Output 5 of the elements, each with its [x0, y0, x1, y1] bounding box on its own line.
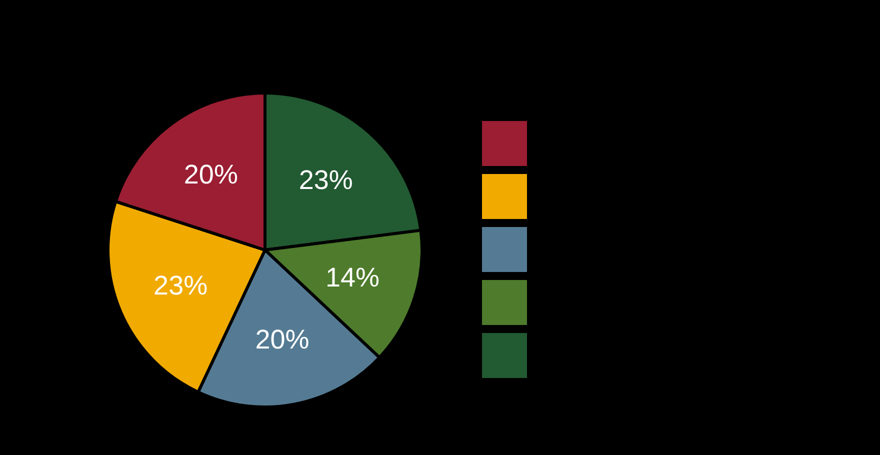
data-label: 14% — [325, 262, 380, 292]
data-label: 20% — [255, 324, 310, 354]
data-label: 23% — [298, 164, 353, 195]
data-label: 23% — [154, 270, 208, 301]
data-label: 20% — [184, 160, 238, 190]
